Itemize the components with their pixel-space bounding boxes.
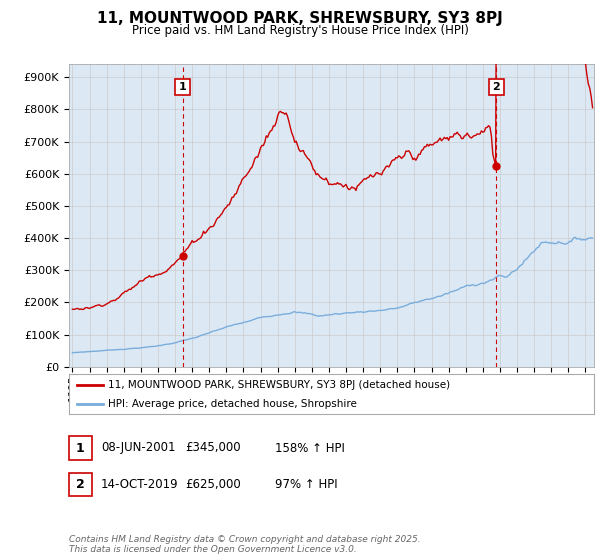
Text: 11, MOUNTWOOD PARK, SHREWSBURY, SY3 8PJ (detached house): 11, MOUNTWOOD PARK, SHREWSBURY, SY3 8PJ … bbox=[109, 380, 451, 390]
Text: 97% ↑ HPI: 97% ↑ HPI bbox=[275, 478, 337, 491]
Text: Contains HM Land Registry data © Crown copyright and database right 2025.
This d: Contains HM Land Registry data © Crown c… bbox=[69, 535, 421, 554]
Text: 158% ↑ HPI: 158% ↑ HPI bbox=[275, 441, 344, 455]
Text: 1: 1 bbox=[76, 441, 85, 455]
Text: 2: 2 bbox=[493, 82, 500, 92]
Text: 2: 2 bbox=[76, 478, 85, 491]
Text: 08-JUN-2001: 08-JUN-2001 bbox=[101, 441, 175, 455]
Text: £625,000: £625,000 bbox=[185, 478, 241, 491]
Text: 11, MOUNTWOOD PARK, SHREWSBURY, SY3 8PJ: 11, MOUNTWOOD PARK, SHREWSBURY, SY3 8PJ bbox=[97, 11, 503, 26]
Text: Price paid vs. HM Land Registry's House Price Index (HPI): Price paid vs. HM Land Registry's House … bbox=[131, 24, 469, 37]
Text: £345,000: £345,000 bbox=[185, 441, 241, 455]
Text: 14-OCT-2019: 14-OCT-2019 bbox=[101, 478, 178, 491]
Text: HPI: Average price, detached house, Shropshire: HPI: Average price, detached house, Shro… bbox=[109, 399, 357, 409]
Text: 1: 1 bbox=[179, 82, 187, 92]
